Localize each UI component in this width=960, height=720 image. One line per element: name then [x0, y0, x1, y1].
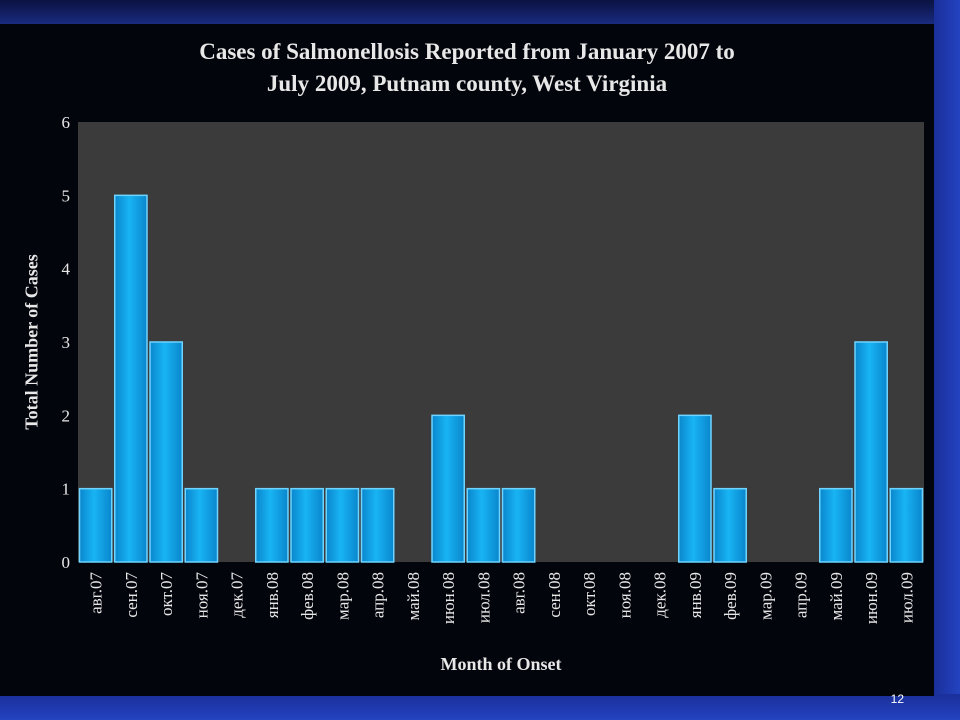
bar-фев.08 [290, 487, 324, 563]
top-band [0, 0, 960, 24]
x-tick-label: май.09 [827, 572, 846, 621]
x-tick-label: авг.08 [510, 572, 529, 614]
bar-авг.07 [78, 487, 113, 563]
x-tick-label: июл.08 [474, 572, 493, 623]
bar-июн.08 [431, 414, 465, 563]
x-tick-label: мар.09 [756, 572, 775, 620]
bar-сен.07 [114, 194, 148, 563]
x-tick-label: апр.08 [369, 572, 388, 618]
x-tick-label: окт.07 [157, 572, 176, 616]
right-band [934, 0, 960, 720]
x-tick-label: ноя.07 [192, 572, 211, 619]
y-axis-label: Total Number of Cases [21, 254, 42, 430]
bar-мар.08 [325, 487, 360, 563]
slide-number: 12 [890, 692, 904, 706]
x-tick-label: сен.07 [122, 572, 141, 618]
y-tick-label: 0 [62, 553, 71, 572]
plot-area [78, 122, 924, 562]
x-tick-label: июн.09 [862, 572, 881, 624]
y-tick-label: 6 [62, 113, 71, 132]
bar-ноя.07 [184, 487, 219, 563]
x-tick-label: июл.09 [897, 572, 916, 623]
x-tick-label: сен.08 [545, 572, 564, 618]
bar-авг.08 [501, 487, 536, 563]
x-tick-label: мар.08 [333, 572, 352, 620]
y-tick-label: 3 [62, 333, 71, 352]
y-tick-label: 5 [62, 186, 71, 205]
x-tick-label: янв.09 [686, 572, 705, 618]
x-tick-label: фев.09 [721, 572, 740, 620]
bar-фев.09 [713, 487, 747, 563]
x-tick-label: окт.08 [580, 572, 599, 616]
x-tick-label: янв.08 [263, 572, 282, 618]
bar-янв.09 [678, 414, 712, 563]
x-tick-label: дек.07 [228, 572, 247, 618]
bar-окт.07 [149, 341, 183, 563]
y-tick-label: 2 [62, 406, 71, 425]
y-tick-label: 4 [62, 260, 71, 279]
bar-май.09 [819, 487, 853, 563]
x-tick-label: май.08 [404, 572, 423, 621]
bottom-band [0, 694, 960, 720]
bar-апр.08 [360, 487, 395, 563]
x-tick-label: дек.08 [651, 572, 670, 618]
chart-title: Cases of Salmonellosis Reported from Jan… [199, 39, 735, 96]
x-tick-label: ноя.08 [615, 572, 634, 618]
x-tick-label: июн.08 [439, 572, 458, 624]
x-tick-label: фев.08 [298, 572, 317, 620]
bar-июл.09 [889, 487, 924, 563]
x-tick-label: апр.09 [792, 572, 811, 618]
bar-янв.08 [255, 487, 289, 563]
x-axis-label: Month of Onset [440, 654, 562, 674]
bar-июн.09 [854, 341, 888, 563]
x-tick-label: авг.07 [87, 572, 106, 614]
y-tick-label: 1 [62, 480, 71, 499]
bar-июл.08 [466, 487, 501, 563]
